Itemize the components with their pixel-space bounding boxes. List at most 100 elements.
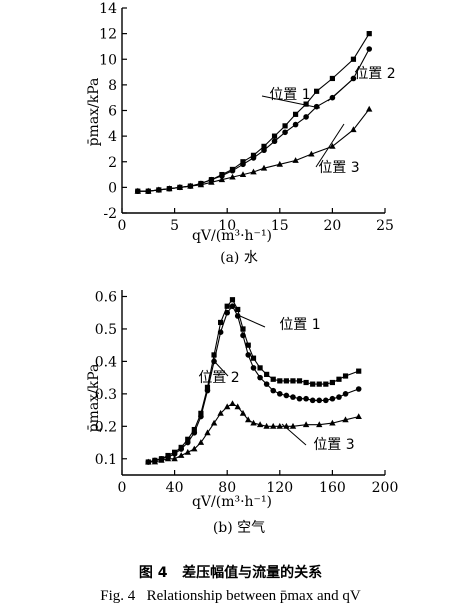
chart-b-series-2-leader	[213, 360, 229, 377]
chart-b-series-3-point	[234, 403, 241, 410]
chart-b-series-1-point	[250, 355, 257, 361]
chart-b-series-1-point	[277, 378, 283, 384]
chart-b-x-tick-label: 80	[218, 480, 236, 496]
chart-a-series-2-leader	[327, 79, 353, 102]
chart-b-series-3-point	[151, 458, 159, 465]
chart-a-subtitle: (a) 水	[220, 250, 258, 266]
chart-b-series-2-point	[240, 332, 246, 339]
chart-b-series-2-point	[245, 352, 252, 358]
chart-b-series-1-point	[323, 381, 329, 387]
chart-b-series-3-point	[256, 421, 264, 428]
chart-a-y-tick-label: 10	[99, 52, 117, 68]
chart-a-series-2-point	[303, 114, 309, 120]
chart-a-series-2-point	[366, 46, 373, 52]
chart-a-series-3-point	[145, 187, 152, 194]
chart-b-series-2-point	[204, 387, 211, 394]
chart-b-series-3-point	[276, 422, 283, 429]
chart-a-x-tick-label: 25	[376, 218, 394, 234]
chart-b-series-1-label: 位置 1	[279, 317, 320, 333]
chart-a-series-3-point	[250, 168, 257, 175]
chart-b-series-2-point	[178, 446, 184, 452]
chart-a-y-tick-label: 4	[108, 129, 117, 145]
chart-b-series-1-point	[257, 365, 263, 371]
chart-b-series-1-point	[264, 371, 270, 377]
chart-b-series-3-point	[178, 452, 185, 458]
chart-b-subtitle: (b) 空气	[213, 520, 265, 536]
chart-b-series-1-point	[270, 376, 276, 382]
chart-b-series-2-label: 位置 2	[198, 370, 239, 386]
chart-a-series-1-point	[314, 88, 320, 94]
chart-b-series-2-point	[303, 395, 309, 402]
chart-a-series-3-line	[137, 108, 370, 192]
chart-a-x-tick-label: 20	[323, 218, 341, 234]
chart-a-x-tick-label: 10	[218, 218, 236, 234]
chart-b-series-3-point	[191, 445, 198, 452]
chart-a-series-2-label: 位置 2	[354, 66, 395, 82]
caption-en-text: Relationship between p̄max and qV	[146, 588, 361, 604]
chart-b-series-3-point	[158, 457, 165, 463]
chart-b-series-1-point	[316, 381, 322, 387]
chart-a-series-2-point	[282, 129, 288, 136]
chart-b-series-1-point	[310, 381, 316, 387]
chart-b-series-2-point	[217, 329, 224, 335]
chart-b-series-1-point	[245, 342, 251, 348]
chart-a-y-axis-label: p̄max/kPa	[86, 78, 102, 147]
chart-b-series-3-leader	[281, 423, 307, 446]
chart-b-series-1-point	[283, 378, 289, 384]
chart-b-x-tick-label: 0	[118, 480, 127, 496]
chart-b-series-3-point	[289, 422, 297, 429]
chart-a-series-3-point	[218, 176, 226, 183]
chart-a-y-tick-label: 8	[108, 78, 117, 94]
chart-a-series-3-label: 位置 3	[318, 160, 359, 176]
chart-b-series-1-point	[303, 379, 309, 386]
chart-b-series-2-point	[342, 391, 349, 397]
chart-a-series-1-point	[329, 75, 335, 82]
chart-b-series-1-point	[211, 352, 217, 358]
chart-a-series-3-point	[308, 150, 315, 157]
chart-b-series-2-point	[229, 303, 236, 310]
chart-b-series-1-point	[229, 297, 236, 303]
chart-a-water: 0 5 10 15 20 25-202468101214qV/(m³·h⁻¹)p̄max/…	[86, 1, 396, 266]
chart-b-series-1-point	[185, 436, 191, 442]
chart-a-y-tick-label: -2	[103, 206, 117, 222]
chart-a-series-3-point	[366, 105, 373, 112]
chart-a-series-3-point	[239, 171, 247, 177]
chart-b-series-3-point	[204, 429, 211, 436]
chart-a-series-3-point	[166, 185, 173, 192]
caption-zh-text: 差压幅值与流量的关系	[182, 565, 323, 581]
chart-b-series-2-point	[250, 365, 257, 371]
chart-b-series-1-point	[224, 303, 230, 309]
chart-b-series-2-point	[336, 394, 342, 400]
chart-a-series-3-point	[187, 182, 194, 189]
chart-b-series-3-point	[263, 422, 270, 429]
chart-a-x-tick-label: 0	[118, 218, 127, 234]
chart-b-x-axis-label: qV/(m³·h⁻¹)	[192, 494, 272, 510]
chart-a-series-1-point	[366, 31, 372, 37]
chart-b-series-3-point	[171, 455, 178, 462]
chart-a-series-1-leader	[261, 95, 321, 109]
chart-a-series-1-point	[350, 56, 357, 62]
chart-b-series-3-point	[145, 458, 152, 465]
chart-b-series-3-point	[316, 421, 323, 428]
chart-b-series-3-point	[245, 416, 252, 423]
chart-a-series-2-point	[292, 121, 299, 128]
chart-a-series-3-point	[155, 186, 162, 193]
chart-b-series-2-point	[296, 395, 303, 402]
chart-b-x-tick-label: 200	[372, 480, 399, 496]
chart-b-series-2-point	[198, 413, 204, 420]
chart-a-series-2-point	[250, 155, 257, 161]
chart-b-series-3-point	[217, 409, 224, 416]
chart-a-series-3-point	[260, 164, 268, 171]
chart-b-series-1-point	[296, 378, 303, 384]
chart-b-series-2-point	[309, 397, 316, 404]
chart-b-series-2-point	[277, 391, 283, 397]
chart-a-series-1-label: 位置 1	[269, 87, 310, 103]
chart-a-series-3-point	[208, 178, 215, 185]
chart-b-y-tick-label: 0.6	[95, 289, 117, 305]
chart-b-series-2-point	[171, 451, 178, 457]
chart-b-series-2-point	[323, 397, 329, 404]
figure-caption-zh: 图 4 差压幅值与流量的关系	[0, 562, 461, 582]
chart-b-series-3-point	[355, 413, 362, 419]
chart-b-y-tick-label: 0.1	[95, 452, 117, 468]
chart-b-series-3-point	[210, 419, 218, 426]
